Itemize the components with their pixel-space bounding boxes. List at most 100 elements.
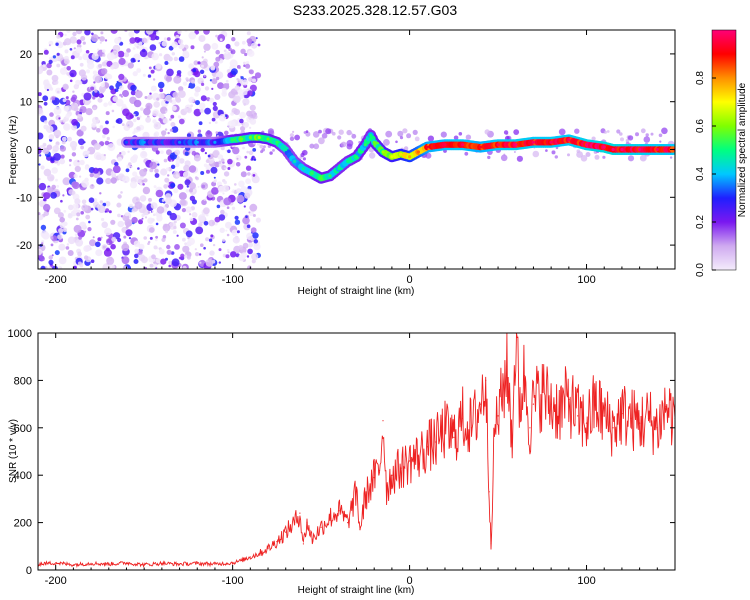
noise-speck <box>104 39 108 42</box>
noise-speck <box>78 56 83 61</box>
noise-speck <box>325 128 332 135</box>
noise-speck <box>207 154 211 158</box>
noise-speck <box>252 148 257 152</box>
noise-speck <box>190 104 194 107</box>
noise-speck <box>171 258 180 267</box>
noise-speck <box>69 140 78 149</box>
snr-point <box>541 391 543 393</box>
noise-speck <box>200 95 207 102</box>
noise-speck <box>66 243 70 246</box>
noise-speck <box>66 30 71 33</box>
noise-speck <box>188 31 197 40</box>
noise-speck <box>52 145 59 152</box>
noise-speck <box>51 167 58 174</box>
noise-speck <box>63 209 67 213</box>
noise-speck <box>238 180 245 188</box>
noise-speck <box>76 129 84 137</box>
noise-speck <box>67 213 73 219</box>
ridge-point <box>514 143 518 147</box>
noise-speck <box>245 165 252 171</box>
noise-speck <box>98 93 104 99</box>
noise-speck <box>63 58 70 65</box>
noise-speck <box>242 216 250 225</box>
noise-speck <box>223 180 227 185</box>
ridge-point <box>620 147 624 152</box>
noise-speck <box>200 147 205 153</box>
noise-speck <box>38 248 43 256</box>
noise-speck <box>117 50 125 58</box>
noise-speck <box>142 73 146 77</box>
y-tick-label: 400 <box>14 470 32 482</box>
noise-speck <box>178 90 186 98</box>
noise-speck <box>71 118 78 126</box>
noise-speck <box>220 146 225 151</box>
noise-speck <box>292 130 295 133</box>
y-tick-label: -20 <box>16 240 32 252</box>
snr-point <box>435 441 437 443</box>
noise-speck <box>246 31 251 36</box>
noise-speck <box>141 179 145 183</box>
noise-speck <box>155 189 164 198</box>
noise-speck <box>125 168 130 173</box>
snr-point <box>409 460 411 462</box>
snr-point <box>568 398 570 400</box>
noise-speck <box>217 82 224 89</box>
noise-speck <box>346 129 352 136</box>
noise-speck <box>248 110 257 119</box>
noise-speck <box>161 130 167 136</box>
noise-speck <box>627 155 635 162</box>
noise-speck <box>154 168 159 174</box>
noise-speck <box>39 154 42 157</box>
noise-speck <box>160 258 167 265</box>
noise-speck <box>53 153 61 161</box>
noise-speck <box>180 44 185 49</box>
noise-speck <box>55 42 59 46</box>
noise-speck <box>111 109 115 113</box>
noise-speck <box>332 131 336 136</box>
noise-speck <box>203 198 206 201</box>
noise-speck <box>650 132 654 136</box>
noise-speck <box>251 175 260 184</box>
noise-speck <box>203 74 206 78</box>
noise-speck <box>51 184 56 190</box>
x-tick-label: 100 <box>577 274 595 286</box>
noise-speck <box>194 248 197 251</box>
noise-speck <box>57 163 60 166</box>
noise-speck <box>50 236 54 240</box>
x-tick-label: 100 <box>577 575 595 587</box>
snr-point <box>329 517 331 519</box>
ridge-point <box>178 140 182 144</box>
noise-speck <box>551 150 556 155</box>
noise-speck <box>240 48 246 54</box>
noise-speck <box>72 90 75 93</box>
noise-speck <box>87 227 92 232</box>
noise-speck <box>64 33 67 37</box>
noise-speck <box>198 121 203 126</box>
noise-speck <box>188 165 197 173</box>
ridge-point <box>346 159 350 163</box>
noise-speck <box>234 41 240 47</box>
noise-speck <box>223 197 232 206</box>
noise-speck <box>239 111 247 119</box>
noise-speck <box>73 224 82 233</box>
noise-speck <box>112 165 121 174</box>
noise-speck <box>231 229 238 236</box>
noise-speck <box>124 212 129 217</box>
noise-speck <box>205 237 210 242</box>
noise-speck <box>46 79 49 82</box>
noise-speck <box>236 157 239 160</box>
noise-speck <box>211 87 214 90</box>
noise-speck <box>141 217 144 220</box>
snr-point <box>497 415 499 417</box>
noise-speck <box>107 143 116 152</box>
snr-point <box>306 522 308 524</box>
noise-speck <box>254 72 262 79</box>
noise-speck <box>143 236 147 240</box>
ridge-point <box>231 138 235 142</box>
noise-speck <box>155 222 159 226</box>
x-tick-label: -200 <box>45 274 67 286</box>
noise-speck <box>203 50 206 53</box>
noise-speck <box>61 136 67 142</box>
noise-speck <box>110 177 117 184</box>
